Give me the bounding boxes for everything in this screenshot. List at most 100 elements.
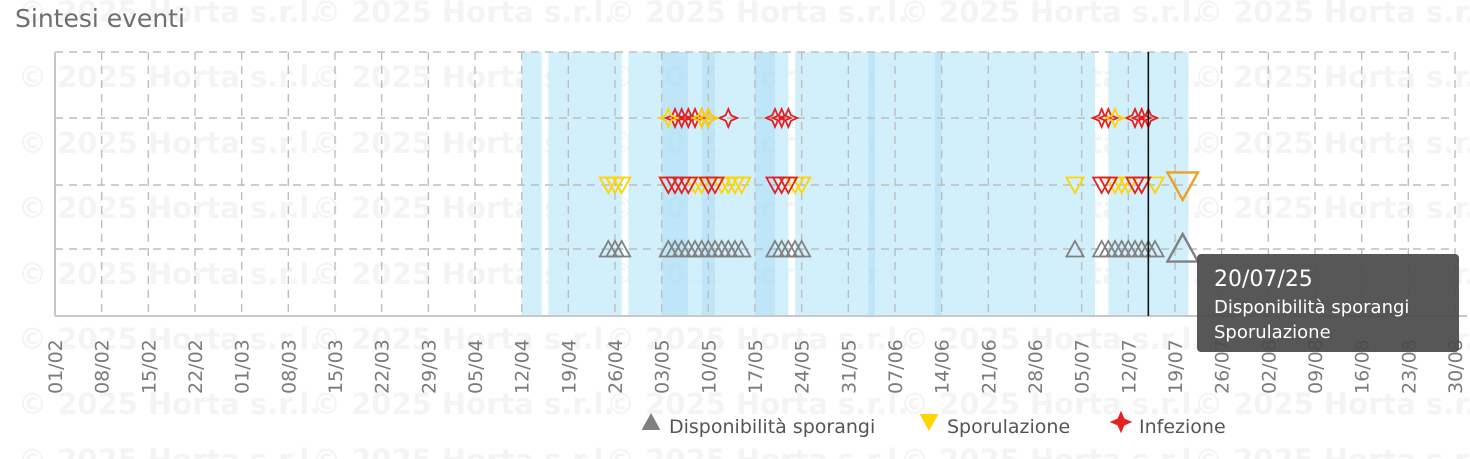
- x-tick-label: 15/03: [325, 339, 347, 394]
- legend-symbol: [919, 414, 939, 432]
- event-marker: [1097, 106, 1120, 130]
- watermark-text: © 2025 Horta s.r.l.: [18, 257, 320, 291]
- legend-symbol: [641, 412, 661, 430]
- x-tick-label: 01/02: [45, 339, 67, 394]
- x-tick-label: 21/06: [978, 339, 1000, 394]
- event-marker: [770, 106, 793, 130]
- watermark-text: © 2025 Horta s.r.l.: [1194, 387, 1470, 421]
- x-tick-label: 15/02: [138, 339, 160, 394]
- event-marker: [704, 176, 726, 195]
- watermark-text: © 2025 Horta s.r.l.: [1194, 191, 1470, 225]
- x-tick-label: 12/04: [512, 339, 534, 394]
- shaded-period: [935, 52, 942, 316]
- shaded-period: [755, 52, 775, 316]
- watermark-text: © 2025 Horta s.r.l.: [900, 387, 1202, 421]
- x-tick-label: 26/07: [1212, 339, 1234, 394]
- legend: Disponibilità sporangi Sporulazione Infezi…: [641, 410, 1226, 438]
- x-tick-label: 05/07: [1072, 339, 1094, 394]
- event-marker-highlighted: [1165, 231, 1200, 263]
- x-axis-tick-labels: 01/02 08/02 15/02 22/02 01/03 08/03 15/03 22/03…: [45, 339, 1467, 394]
- event-marker: [731, 176, 752, 195]
- watermark-text: © 2025 Horta s.r.l.: [900, 322, 1202, 356]
- watermark-text: © 2025 Horta s.r.l.: [1194, 0, 1470, 29]
- watermark-text: © 2025 Horta s.r.l.: [606, 443, 908, 459]
- event-marker: [778, 176, 799, 195]
- x-tick-label: 22/02: [185, 339, 207, 394]
- x-tick-label: 08/03: [278, 339, 300, 394]
- watermark-text: © 2025 Horta s.r.l.: [606, 0, 908, 29]
- event-marker: [697, 106, 720, 130]
- event-marker: [763, 106, 787, 130]
- legend-label: Sporulazione: [947, 416, 1070, 438]
- event-marker: [1103, 106, 1127, 130]
- x-tick-label: 23/08: [1398, 339, 1420, 394]
- shaded-period: [868, 52, 875, 316]
- event-marker: [690, 106, 713, 130]
- legend-label: Infezione: [1139, 416, 1226, 438]
- event-marker: [683, 106, 707, 130]
- x-tick-label: 31/05: [838, 339, 860, 394]
- event-marker: [657, 106, 680, 130]
- watermark-text: © 2025 Horta s.r.l.: [18, 60, 320, 94]
- x-tick-label: 03/05: [652, 339, 674, 394]
- shaded-period: [875, 52, 935, 316]
- event-marker: [1098, 176, 1119, 195]
- x-tick-label: 14/06: [932, 339, 954, 394]
- event-marker: [791, 239, 812, 258]
- event-marker: [777, 106, 800, 130]
- watermark-text: © 2025 Horta s.r.l.: [18, 191, 320, 225]
- event-marker: [611, 176, 632, 195]
- x-tick-label: 17/05: [745, 339, 767, 394]
- event-marker: [1064, 239, 1086, 258]
- x-tick-label: 01/03: [232, 339, 254, 394]
- x-tick-label: 24/05: [792, 339, 814, 394]
- legend-symbol: [1109, 410, 1133, 434]
- watermark-text: © 2025 Horta s.r.l.: [18, 0, 320, 29]
- shaded-periods: [521, 52, 1189, 316]
- watermark-text: © 2025 Horta s.r.l.: [18, 322, 320, 356]
- event-marker: [611, 239, 632, 258]
- watermark-text: © 2025 Horta s.r.l.: [312, 387, 614, 421]
- watermark-text: © 2025 Horta s.r.l.: [606, 387, 908, 421]
- chart-title: Sintesi eventi: [15, 4, 185, 33]
- watermark-text: © 2025 Horta s.r.l.: [312, 0, 614, 29]
- x-tick-label: 12/07: [1118, 339, 1140, 394]
- watermark-text: © 2025 Horta s.r.l.: [312, 443, 614, 459]
- x-tick-label: 08/02: [92, 339, 114, 394]
- x-tick-label: 09/08: [1305, 339, 1327, 394]
- event-marker: [1090, 106, 1113, 130]
- x-tick-label: 29/03: [418, 339, 440, 394]
- x-tick-label: 26/04: [605, 339, 627, 394]
- event-marker: [670, 106, 693, 130]
- x-tick-label: 10/05: [698, 339, 720, 394]
- event-marker: [1144, 239, 1166, 258]
- tooltip-box: [1197, 254, 1459, 352]
- x-tick-label: 19/04: [558, 339, 580, 394]
- tooltip: 20/07/25 Disponibilità sporangi Sporulazio…: [1197, 254, 1459, 352]
- watermark-text: © 2025 Horta s.r.l.: [900, 443, 1202, 459]
- x-tick-label: 19/07: [1165, 339, 1187, 394]
- shaded-period: [628, 52, 662, 316]
- shaded-period: [521, 52, 542, 316]
- x-tick-label: 28/06: [1025, 339, 1047, 394]
- event-marker: [791, 176, 812, 195]
- tooltip-line: Sporulazione: [1214, 322, 1331, 343]
- watermark-text: © 2025 Horta s.r.l.: [900, 0, 1202, 29]
- event-marker-highlighted: [1165, 171, 1200, 203]
- x-tick-label: 16/08: [1352, 339, 1374, 394]
- event-marker: [677, 106, 700, 130]
- tooltip-line: Disponibilità sporangi: [1214, 297, 1409, 318]
- shaded-period: [941, 52, 1095, 316]
- event-marker: [663, 106, 687, 130]
- watermark-text: © 2025 Horta s.r.l.: [1194, 443, 1470, 459]
- watermark-text: © 2025 Horta s.r.l.: [18, 126, 320, 160]
- event-marker: [717, 106, 740, 130]
- watermark-text: © 2025 Horta s.r.l.: [18, 387, 320, 421]
- event-marker: [1123, 106, 1147, 130]
- gridlines: [54, 51, 1456, 316]
- watermark-text: © 2025 Horta s.r.l.: [312, 322, 614, 356]
- x-tick-label: 07/06: [885, 339, 907, 394]
- x-tick-label: 05/04: [465, 339, 487, 394]
- event-marker: [1130, 106, 1153, 130]
- watermark-text: © 2025 Horta s.r.l.: [1194, 126, 1470, 160]
